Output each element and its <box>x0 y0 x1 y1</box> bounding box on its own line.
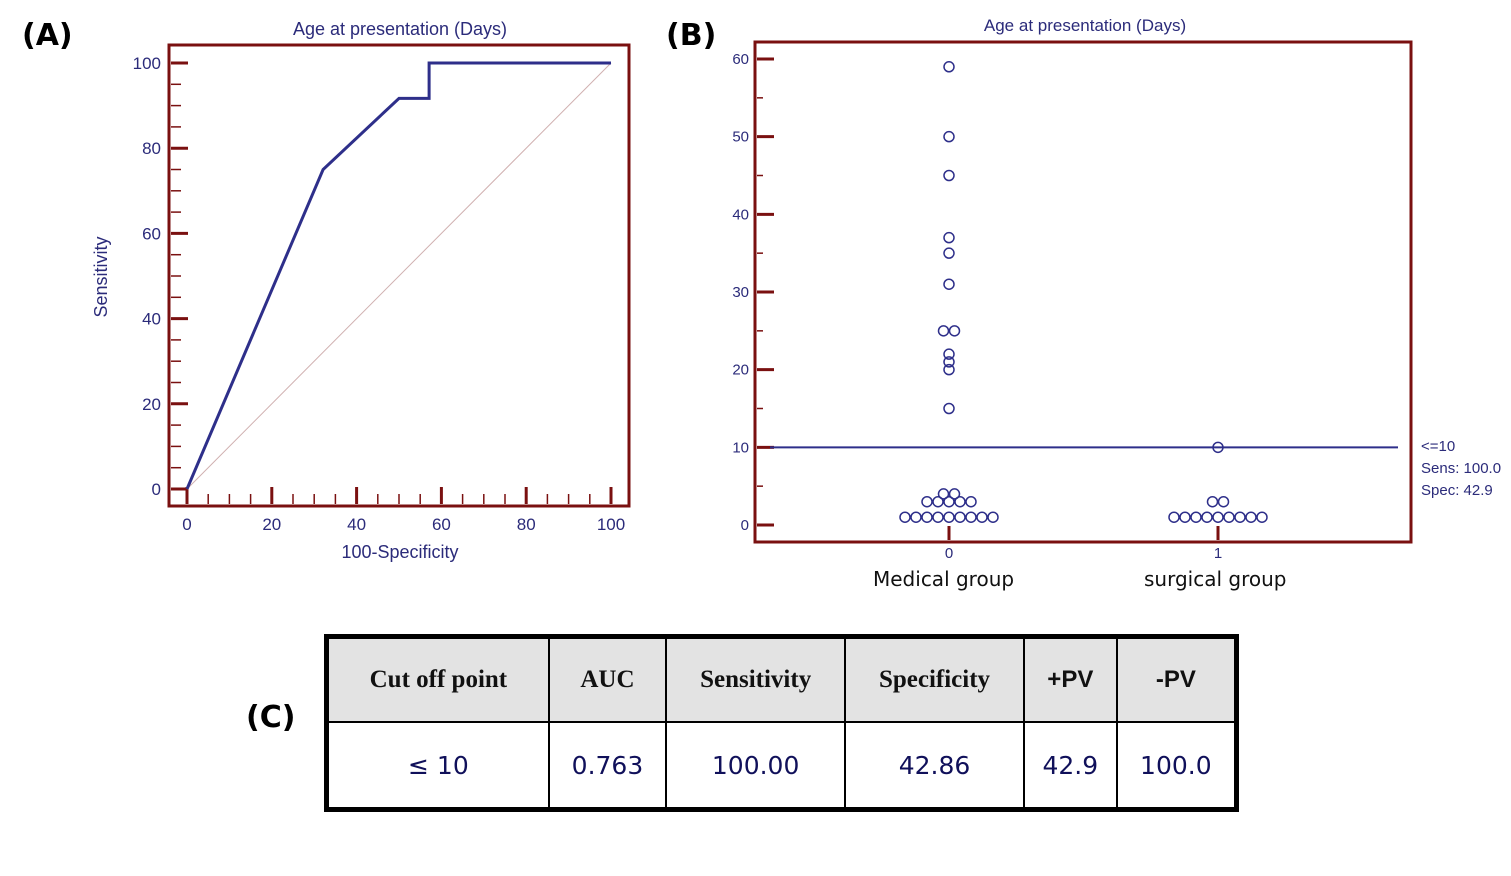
data-point <box>921 495 933 508</box>
data-point <box>943 348 955 360</box>
y-tick-label: 60 <box>142 224 161 243</box>
panel-label-a: (A) <box>22 18 73 53</box>
cell-ppv: 42.9 <box>1022 721 1118 811</box>
y-tick-label: 0 <box>741 517 749 534</box>
data-point <box>948 488 961 500</box>
roc-plot-frame <box>167 43 631 508</box>
data-point <box>943 495 955 508</box>
x-tick-label: 0 <box>945 545 953 562</box>
group-label-surgical: surgical group <box>1144 567 1287 591</box>
data-point <box>1206 495 1219 508</box>
cell-npv: 100.0 <box>1115 721 1238 811</box>
data-point <box>1234 511 1246 523</box>
data-point <box>1168 511 1180 523</box>
header-specificity: Specificity <box>844 635 1025 723</box>
data-point <box>1179 511 1191 523</box>
data-point <box>932 495 944 508</box>
cell-auc: 0.763 <box>547 721 668 811</box>
panel-label-b: (B) <box>666 18 717 53</box>
data-point <box>943 402 955 415</box>
data-point <box>943 231 955 244</box>
header-auc: AUC <box>547 635 668 723</box>
data-point <box>1217 495 1230 508</box>
x-tick-label: 1 <box>1214 545 1222 562</box>
data-point <box>1190 511 1202 523</box>
table-header-row: Cut off point AUC Sensitivity Specificit… <box>325 635 1238 723</box>
data-point <box>1223 511 1235 523</box>
x-tick-label: 100 <box>597 515 625 534</box>
roc-title: Age at presentation (Days) <box>293 19 507 39</box>
data-point <box>943 169 955 182</box>
data-point <box>965 495 977 508</box>
dot-plot-chart: Age at presentation (Days) 0102030405060… <box>732 16 1501 562</box>
data-point <box>1245 511 1257 523</box>
y-tick-label: 40 <box>732 206 749 223</box>
roc-xlabel: 100-Specificity <box>341 542 458 562</box>
y-tick-label: 10 <box>732 439 749 456</box>
y-tick-label: 100 <box>133 54 161 73</box>
data-point <box>954 511 966 523</box>
y-tick-label: 60 <box>732 51 749 68</box>
data-point <box>943 130 955 143</box>
data-point <box>937 488 950 500</box>
data-point <box>954 495 966 508</box>
data-point <box>943 356 955 368</box>
data-point <box>943 61 955 73</box>
data-point <box>943 247 955 259</box>
roc-reference-line <box>186 62 612 490</box>
data-point <box>899 511 911 523</box>
x-tick-label: 80 <box>517 515 536 534</box>
data-point <box>987 511 999 523</box>
data-point <box>937 325 950 337</box>
cutoff-label: <=10 <box>1421 438 1455 455</box>
header-cutoff: Cut off point <box>325 635 550 723</box>
dot-plot-title: Age at presentation (Days) <box>984 16 1186 35</box>
y-tick-label: 20 <box>732 362 749 379</box>
cutoff-stats-table: Cut off point AUC Sensitivity Specificit… <box>324 634 1239 812</box>
panel-label-c: (C) <box>246 700 296 735</box>
data-point <box>948 325 961 337</box>
y-tick-label: 80 <box>142 139 161 158</box>
y-tick-label: 20 <box>142 395 161 414</box>
data-point <box>965 511 977 523</box>
data-point <box>932 511 944 523</box>
x-tick-label: 0 <box>182 515 191 534</box>
table-row: ≤ 10 0.763 100.00 42.86 42.9 100.0 <box>325 721 1238 811</box>
cutoff-spec: Spec: 42.9 <box>1421 482 1493 499</box>
dot-plot-frame <box>753 40 1413 544</box>
data-point <box>910 511 922 523</box>
y-tick-label: 0 <box>152 480 161 499</box>
data-point <box>1256 511 1268 523</box>
header-ppv: +PV <box>1022 635 1118 723</box>
group-label-medical: Medical group <box>873 567 1015 591</box>
header-npv: -PV <box>1115 635 1238 723</box>
x-tick-label: 40 <box>347 515 366 534</box>
roc-curve <box>185 61 611 490</box>
data-point <box>1212 511 1224 523</box>
data-point <box>1201 511 1213 523</box>
x-tick-label: 60 <box>432 515 451 534</box>
data-point <box>921 511 933 523</box>
y-tick-label: 30 <box>732 284 749 301</box>
y-tick-label: 50 <box>732 129 749 146</box>
data-point <box>943 363 955 376</box>
data-point <box>1212 441 1224 454</box>
roc-chart: Age at presentation (Days) 100-Specifici… <box>91 19 631 562</box>
header-sensitivity: Sensitivity <box>665 635 847 723</box>
roc-ylabel: Sensitivity <box>91 236 111 317</box>
cell-sensitivity: 100.00 <box>665 721 847 811</box>
x-tick-label: 20 <box>262 515 281 534</box>
cutoff-sens: Sens: 100.0 <box>1421 460 1501 477</box>
cell-specificity: 42.86 <box>844 721 1025 811</box>
data-point <box>943 511 955 523</box>
y-tick-label: 40 <box>142 310 161 329</box>
cell-cutoff: ≤ 10 <box>325 721 550 811</box>
data-point <box>976 511 988 523</box>
data-point <box>943 278 955 290</box>
